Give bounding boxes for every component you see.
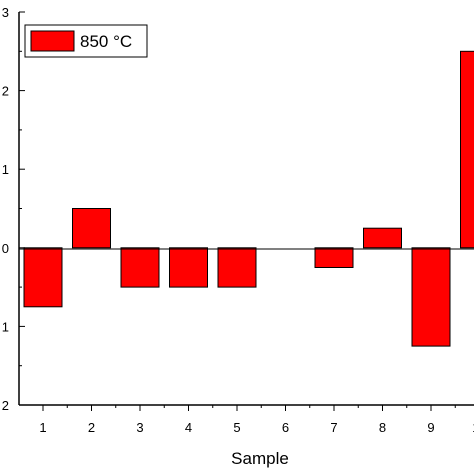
bar-sample-5 — [217, 247, 257, 288]
legend-swatch — [30, 30, 75, 52]
y-tick-label: 1 — [2, 162, 9, 177]
bar-sample-10 — [460, 50, 474, 249]
x-tick-label: 1 — [39, 420, 46, 435]
x-tick-label: 5 — [233, 420, 240, 435]
bar-sample-3 — [120, 247, 160, 288]
y-tick-label: 0 — [2, 241, 9, 256]
y-tick-label: 2 — [2, 398, 9, 413]
x-tick-label: 2 — [88, 420, 95, 435]
bars-group — [23, 50, 474, 347]
x-tick-label: 4 — [185, 420, 192, 435]
y-tick-label: 2 — [2, 84, 9, 99]
bar-sample-4 — [169, 247, 208, 288]
x-tick-label: 10 — [472, 420, 474, 435]
bar-sample-1 — [23, 247, 63, 308]
legend: 850 °C — [24, 24, 148, 58]
bar-sample-2 — [72, 208, 111, 249]
x-tick-label: 9 — [427, 420, 434, 435]
x-axis-title: Sample — [231, 449, 289, 468]
y-tick-label: 1 — [2, 319, 9, 334]
x-tick-label: 3 — [136, 420, 143, 435]
legend-label: 850 °C — [80, 32, 132, 51]
x-ticks-group: 1 2 3 4 5 6 7 8 9 10 — [39, 405, 474, 435]
bar-sample-7 — [314, 247, 354, 269]
bar-sample-9 — [411, 247, 451, 347]
x-tick-label: 7 — [330, 420, 337, 435]
y-tick-label: 3 — [2, 5, 9, 20]
bar-sample-8 — [363, 227, 402, 249]
x-tick-label: 8 — [379, 420, 386, 435]
x-tick-label: 6 — [282, 420, 289, 435]
y-ticks-group: 2 1 0 1 2 3 — [2, 5, 25, 413]
